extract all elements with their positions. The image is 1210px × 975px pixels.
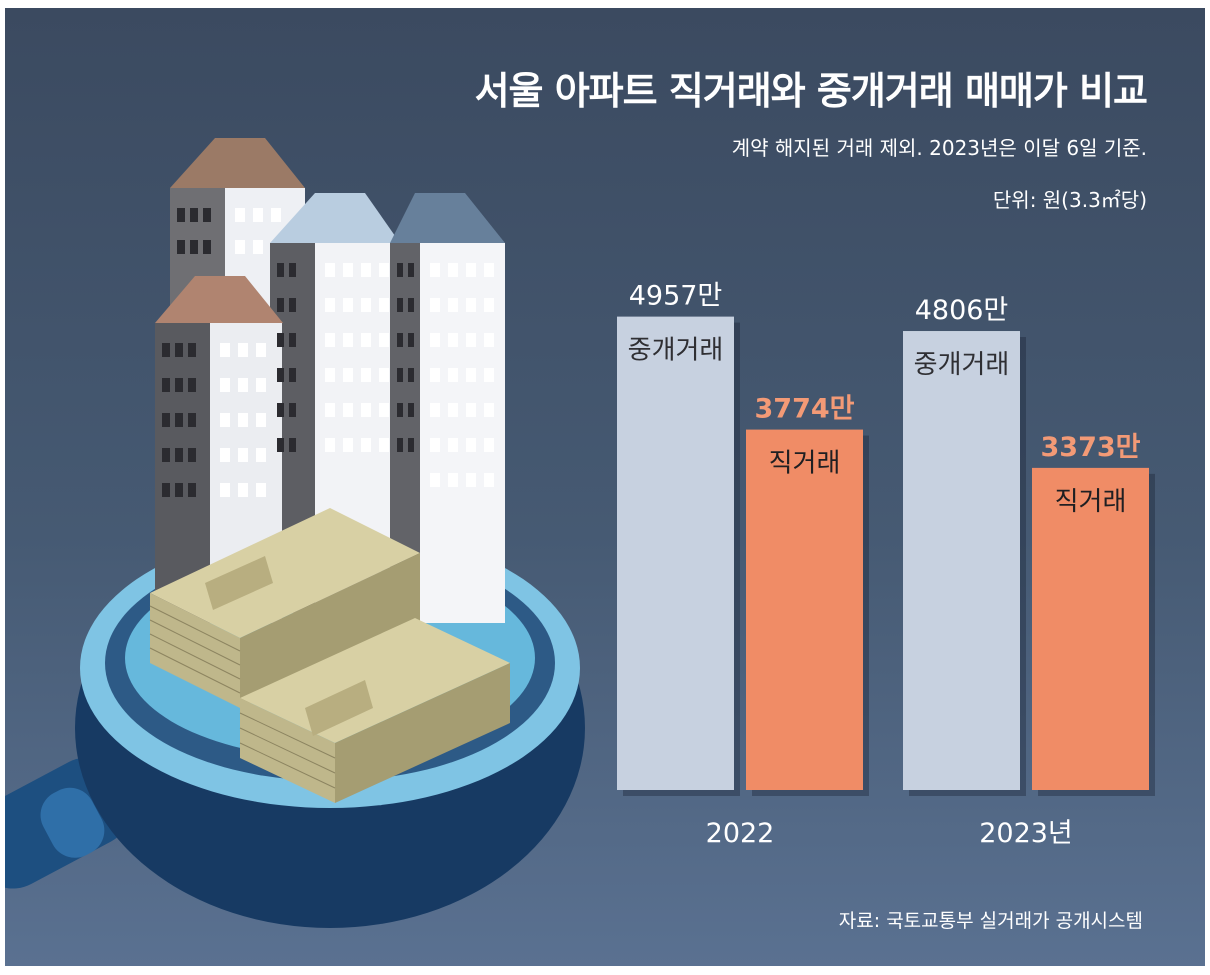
category-label-1: 2022 xyxy=(706,818,775,849)
broker-value-label-1: 4957만 xyxy=(629,281,723,312)
direct-value-label-2: 3373만 xyxy=(1041,432,1141,463)
category-label-2: 2023년 xyxy=(979,818,1073,849)
direct-value-label-1: 3774만 xyxy=(755,394,855,425)
direct-bar-2 xyxy=(1032,467,1149,790)
broker-series-label-1: 중개거래 xyxy=(628,336,724,366)
broker-series-label-2: 중개거래 xyxy=(914,350,1010,380)
apartment-money-magnifier-illustration xyxy=(5,138,585,928)
building-windows xyxy=(162,208,414,497)
direct-series-label-2: 직거래 xyxy=(1055,487,1127,517)
infographic: 서울 아파트 직거래와 중개거래 매매가 비교 계약 해지된 거래 제외. 20… xyxy=(5,8,1205,966)
direct-series-label-1: 직거래 xyxy=(769,449,841,479)
broker-value-label-2: 4806만 xyxy=(915,295,1009,326)
chart-subtitle: 계약 해지된 거래 제외. 2023년은 이달 6일 기준. xyxy=(731,136,1147,160)
source-note: 자료: 국토교통부 실거래가 공개시스템 xyxy=(838,910,1143,932)
unit-label: 단위: 원(3.3㎡당) xyxy=(992,188,1147,212)
broker-bar-1 xyxy=(617,316,734,790)
chart-title: 서울 아파트 직거래와 중개거래 매매가 비교 xyxy=(474,69,1148,113)
building-lit-windows xyxy=(220,208,494,497)
direct-bar-1 xyxy=(746,429,863,790)
broker-bar-2 xyxy=(903,331,1020,790)
money-stacks xyxy=(149,508,510,803)
